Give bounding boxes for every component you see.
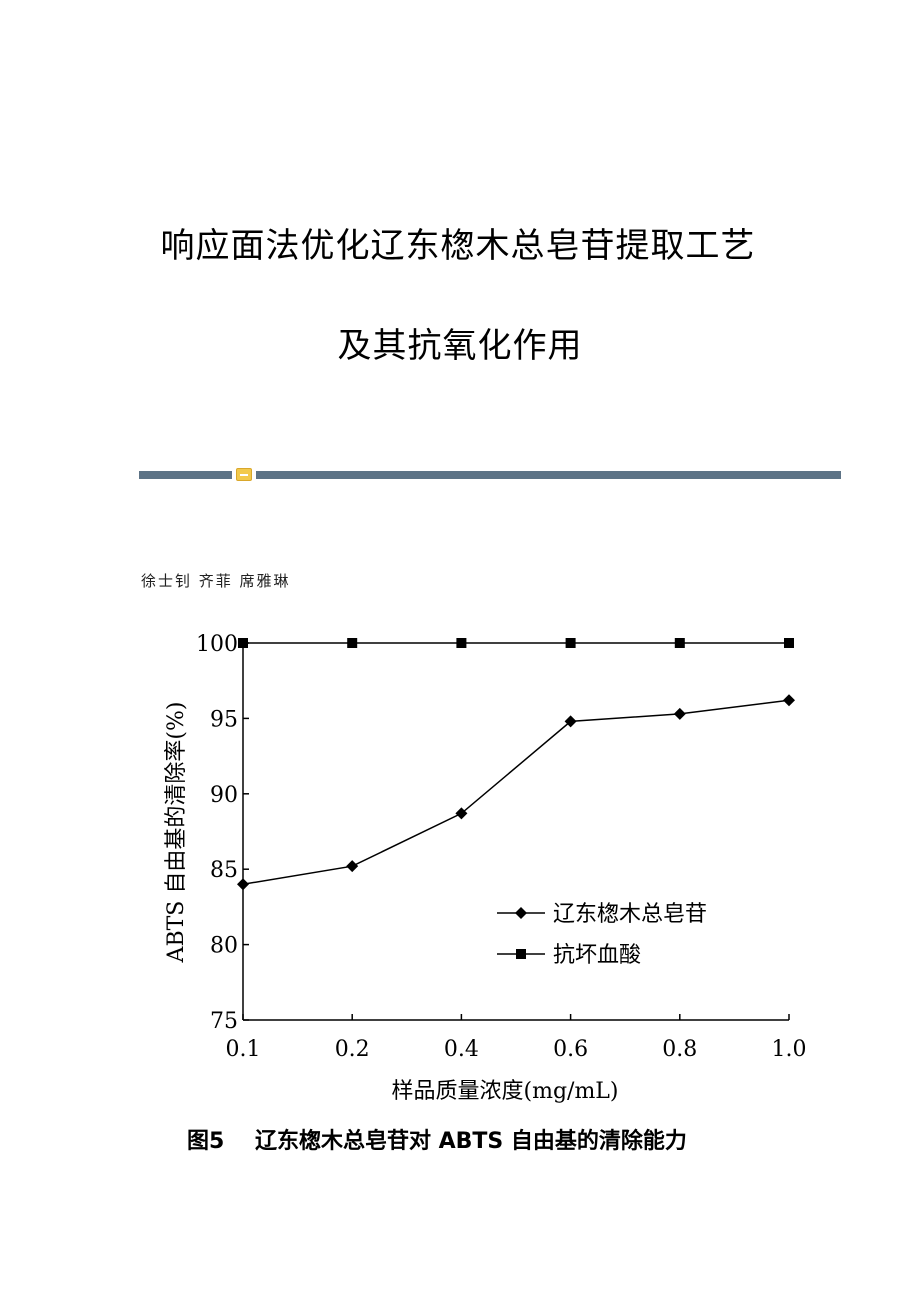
data-point <box>456 638 467 648</box>
data-point <box>784 638 794 648</box>
divider-envelope-icon <box>236 468 252 481</box>
data-point <box>783 694 795 707</box>
divider-right <box>256 471 841 479</box>
data-point <box>237 878 249 891</box>
series-1 <box>237 694 795 891</box>
document-title-line-1: 响应面法优化辽东楤木总皂苷提取工艺 <box>160 226 756 266</box>
data-point <box>238 638 248 648</box>
figure-caption: 图5 辽东楤木总皂苷对 ABTS 自由基的清除能力 <box>187 1129 687 1154</box>
y-tick-label: 90 <box>210 783 238 808</box>
data-point <box>673 707 686 720</box>
legend-label: 辽东楤木总皂苷 <box>553 902 707 927</box>
chart-series <box>237 638 795 891</box>
document-title-line-2: 及其抗氧化作用 <box>337 326 583 366</box>
x-tick-label: 0.8 <box>662 1037 697 1062</box>
divider-left <box>139 471 232 479</box>
y-axis-ticks: 75 80 85 90 95 100 <box>196 632 249 1034</box>
series-line <box>242 699 790 886</box>
data-point <box>565 638 576 648</box>
legend-item-1: 辽东楤木总皂苷 <box>497 902 707 927</box>
legend-item-2: 抗坏血酸 <box>497 943 641 968</box>
legend-label: 抗坏血酸 <box>553 943 641 968</box>
series-2 <box>238 638 794 648</box>
data-point <box>347 638 358 648</box>
x-tick-label: 0.2 <box>335 1037 370 1062</box>
x-tick-label: 1.0 <box>772 1037 807 1062</box>
data-point <box>346 860 359 873</box>
x-axis-label: 样品质量浓度(mg/mL) <box>392 1079 619 1104</box>
x-tick-label: 0.4 <box>444 1037 479 1062</box>
author-list: 徐士钊 齐菲 席雅琳 <box>141 572 291 590</box>
y-tick-label: 85 <box>210 858 238 883</box>
y-tick-label: 95 <box>210 707 238 732</box>
y-axis-label: ABTS 自由基的清除率(%) <box>164 702 189 964</box>
legend-marker <box>515 907 527 919</box>
y-tick-label: 100 <box>196 632 238 657</box>
data-point <box>564 715 577 728</box>
legend-marker <box>516 949 526 959</box>
y-tick-label: 80 <box>210 934 238 959</box>
data-point <box>674 638 685 648</box>
x-axis-ticks: 0.1 0.2 0.4 0.6 0.8 1.0 <box>226 1014 807 1062</box>
data-point <box>455 807 468 820</box>
x-tick-label: 0.1 <box>226 1037 261 1062</box>
y-tick-label: 75 <box>210 1009 238 1034</box>
x-tick-label: 0.6 <box>553 1037 588 1062</box>
chart-axes <box>242 643 789 1021</box>
